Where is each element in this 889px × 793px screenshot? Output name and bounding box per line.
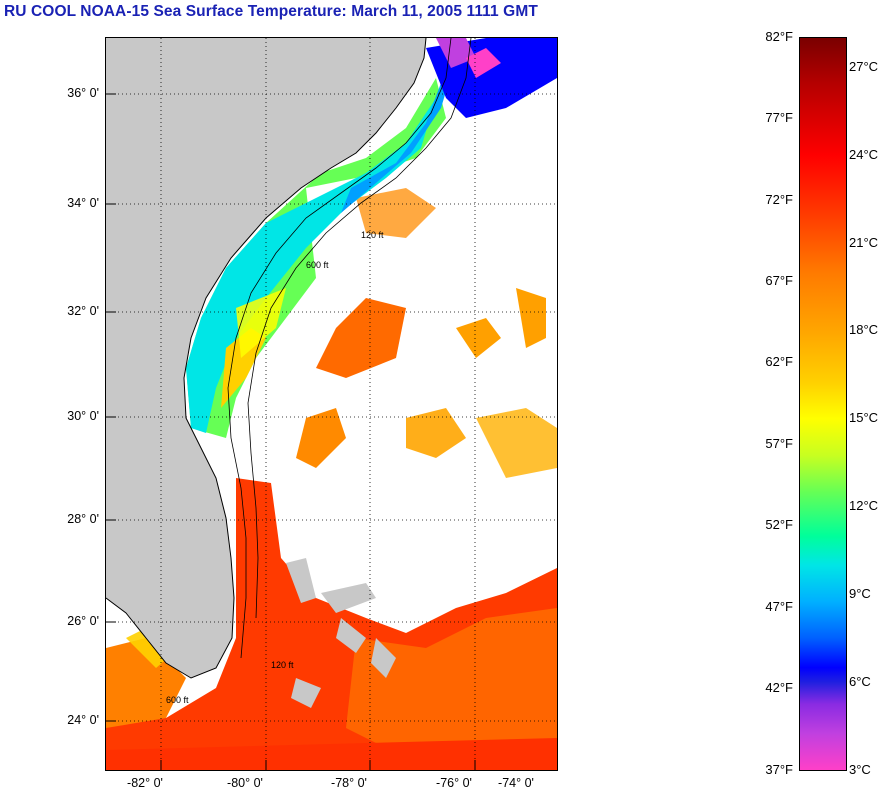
colorbar-f-label: 52°F (765, 517, 793, 532)
lat-label: 32° 0' (67, 304, 99, 318)
colorbar-c-label: 9°C (849, 586, 871, 601)
page-title: RU COOL NOAA-15 Sea Surface Temperature:… (4, 3, 538, 20)
contour-label-120: 120 ft (361, 230, 384, 240)
sst-map: 120 ft 600 ft 120 ft 600 ft (105, 37, 558, 771)
land-mass (106, 38, 426, 678)
lat-label: 28° 0' (67, 512, 99, 526)
colorbar-f-label: 47°F (765, 599, 793, 614)
colorbar-c-label: 18°C (849, 322, 879, 337)
colorbar-c-label: 3°C (849, 762, 871, 777)
colorbar-f-label: 67°F (765, 273, 793, 288)
colorbar-c-label: 6°C (849, 674, 871, 689)
contour-600ft (247, 38, 472, 619)
contour-label-600b: 600 ft (166, 695, 189, 705)
colorbar-f-label: 42°F (765, 680, 793, 695)
colorbar-c-label: 15°C (849, 410, 879, 425)
colorbar-f-label: 72°F (765, 192, 793, 207)
lat-label: 36° 0' (67, 86, 99, 100)
contour-label-120b: 120 ft (271, 660, 294, 670)
temperature-colorbar (799, 37, 847, 771)
lon-label: -82° 0' (127, 776, 163, 790)
colorbar-c-label: 21°C (849, 235, 879, 250)
colorbar-c-label: 24°C (849, 147, 879, 162)
colorbar-f-label: 82°F (765, 29, 793, 44)
colorbar-c-label: 12°C (849, 498, 879, 513)
colorbar-f-label: 57°F (765, 436, 793, 451)
lat-label: 34° 0' (67, 196, 99, 210)
lat-label: 30° 0' (67, 409, 99, 423)
colorbar-f-label: 77°F (765, 110, 793, 125)
lat-label: 26° 0' (67, 614, 99, 628)
lon-label: -74° 0' (498, 776, 534, 790)
lat-label: 24° 0' (67, 713, 99, 727)
lon-label: -80° 0' (227, 776, 263, 790)
colorbar-c-label: 27°C (849, 59, 879, 74)
lon-label: -78° 0' (331, 776, 367, 790)
contour-120ft (227, 38, 452, 659)
contour-label-600: 600 ft (306, 260, 329, 270)
lon-label: -76° 0' (436, 776, 472, 790)
colorbar-f-label: 37°F (765, 762, 793, 777)
colorbar-f-label: 62°F (765, 354, 793, 369)
